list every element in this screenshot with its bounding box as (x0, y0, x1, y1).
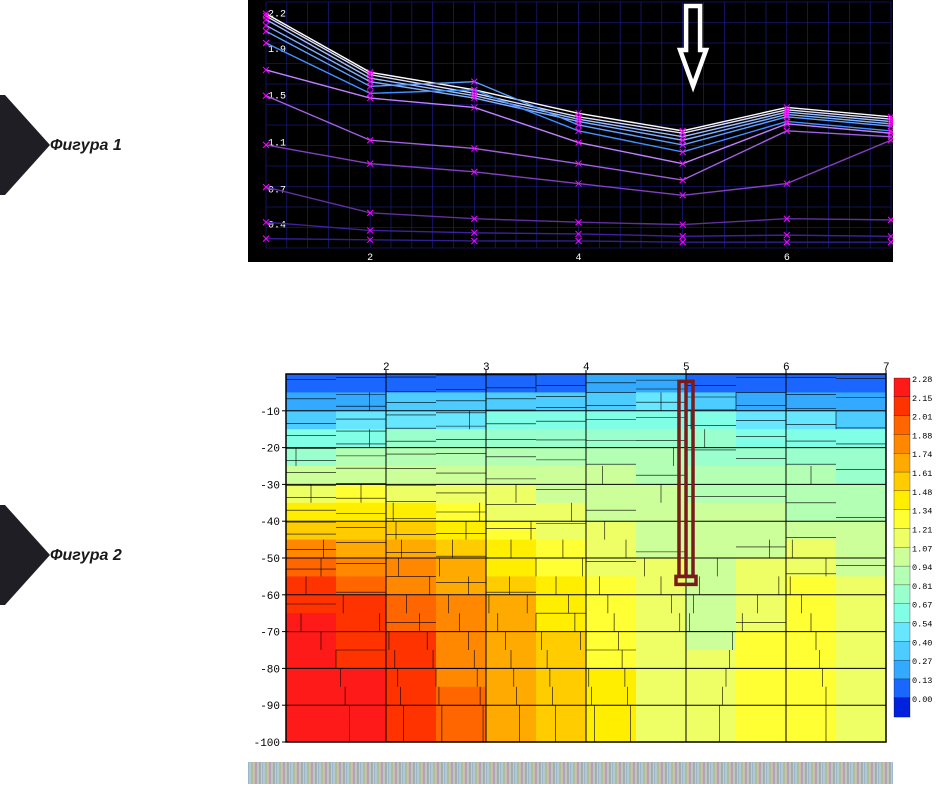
figure2-heatmap-chart: 234567-10-20-30-40-50-60-70-80-90-1002.2… (248, 358, 940, 748)
svg-text:4: 4 (576, 253, 582, 262)
figure1-label: Фигура 1 (50, 137, 122, 155)
svg-text:-10: -10 (260, 407, 280, 419)
svg-text:-60: -60 (260, 591, 280, 603)
svg-text:0.81: 0.81 (912, 582, 932, 592)
figure1-label-block: Фигура 1 (0, 95, 150, 195)
svg-text:2.15: 2.15 (912, 394, 932, 404)
svg-text:1.48: 1.48 (912, 488, 932, 498)
svg-text:1.34: 1.34 (912, 507, 932, 517)
svg-text:0.40: 0.40 (912, 638, 932, 648)
decorative-noise-bar (248, 762, 893, 784)
figure1-line-chart: 0.40.71.11.51.92.2246 (248, 0, 893, 262)
svg-text:6: 6 (784, 253, 790, 262)
svg-text:-100: -100 (254, 738, 280, 748)
chevron-arrow-icon (0, 95, 50, 195)
svg-text:-40: -40 (260, 517, 280, 529)
svg-text:-30: -30 (260, 480, 280, 492)
svg-text:1.88: 1.88 (912, 431, 932, 441)
svg-text:1.74: 1.74 (912, 450, 932, 460)
svg-text:0.13: 0.13 (912, 676, 932, 686)
svg-text:-50: -50 (260, 554, 280, 566)
chevron-arrow-icon (0, 505, 50, 605)
svg-text:1.07: 1.07 (912, 544, 932, 554)
figure2-label: Фигура 2 (50, 547, 122, 565)
svg-text:0.94: 0.94 (912, 563, 932, 573)
svg-text:-20: -20 (260, 444, 280, 456)
svg-text:1.9: 1.9 (268, 45, 286, 56)
svg-text:-90: -90 (260, 701, 280, 713)
svg-text:2.01: 2.01 (912, 413, 932, 423)
svg-text:0.67: 0.67 (912, 601, 932, 611)
svg-text:1.61: 1.61 (912, 469, 932, 479)
svg-text:-80: -80 (260, 664, 280, 676)
svg-text:0.27: 0.27 (912, 657, 932, 667)
svg-text:2: 2 (367, 253, 373, 262)
svg-text:0.54: 0.54 (912, 620, 932, 630)
figure2-label-block: Фигура 2 (0, 505, 150, 605)
svg-text:2.28: 2.28 (912, 375, 932, 385)
svg-text:0.00: 0.00 (912, 695, 932, 705)
svg-text:-70: -70 (260, 628, 280, 640)
svg-text:1.21: 1.21 (912, 525, 932, 535)
